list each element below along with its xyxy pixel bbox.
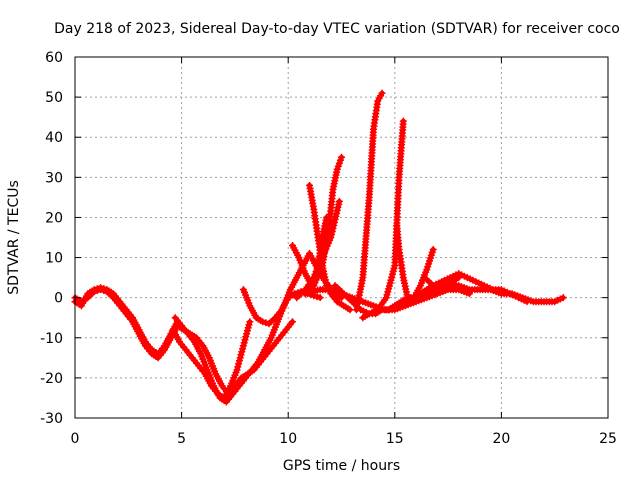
- y-tick-label: 30: [45, 170, 63, 186]
- data-point-markers: [295, 286, 473, 314]
- x-tick-label: 0: [71, 431, 80, 447]
- x-tick-label: 5: [177, 431, 186, 447]
- y-tick-label: 40: [45, 130, 63, 146]
- x-tick-label: 15: [386, 431, 404, 447]
- data-point-markers: [71, 286, 296, 398]
- series-pass-2: [71, 286, 296, 398]
- plot-frame: [74, 56, 609, 419]
- data-layer: [71, 89, 567, 406]
- series-trace: [72, 287, 295, 397]
- y-tick-label: -10: [40, 331, 63, 347]
- axes: 0 5 10 15 20 25 -30 -20 -10 0 10 20 30 40 50 60: [40, 50, 617, 447]
- x-tick-label: 10: [279, 431, 297, 447]
- y-tick-label: 10: [45, 251, 63, 267]
- x-tick-label: 20: [492, 431, 510, 447]
- data-point-markers: [352, 89, 386, 314]
- chart-title: Day 218 of 2023, Sidereal Day-to-day VTE…: [54, 21, 620, 37]
- y-tick-label: 0: [54, 291, 63, 307]
- data-point-markers: [293, 197, 343, 302]
- y-tick-label: 60: [45, 50, 63, 66]
- y-tick-label: -20: [40, 371, 63, 387]
- grid: [75, 57, 608, 418]
- series-pass-11: [352, 89, 386, 314]
- data-point-markers: [421, 270, 531, 306]
- y-tick-label: 20: [45, 210, 63, 226]
- y-axis-title: SDTVAR / TECUs: [6, 180, 22, 295]
- y-tick-label: 50: [45, 90, 63, 106]
- y-tick-label: -30: [40, 411, 63, 427]
- x-axis-title: GPS time / hours: [283, 458, 400, 474]
- series-pass-16: [421, 270, 531, 306]
- x-tick-label: 25: [599, 431, 617, 447]
